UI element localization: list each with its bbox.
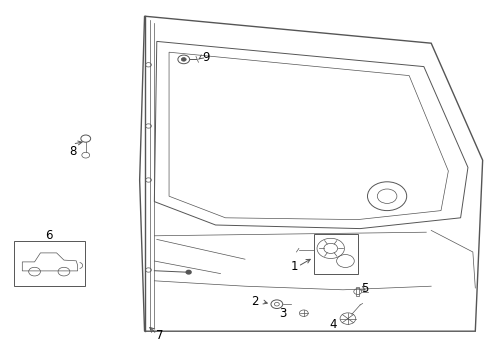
Text: 9: 9: [202, 51, 210, 64]
Text: 7: 7: [155, 329, 163, 342]
Bar: [314, 234, 358, 274]
Text: 1: 1: [290, 260, 298, 273]
Text: 5: 5: [361, 282, 369, 294]
Text: 2: 2: [251, 295, 259, 308]
Text: 3: 3: [279, 307, 287, 320]
Text: 6: 6: [45, 229, 53, 242]
Circle shape: [186, 270, 191, 274]
Bar: [356, 287, 359, 296]
Circle shape: [181, 58, 186, 61]
Bar: [14, 241, 85, 286]
Text: 4: 4: [329, 318, 337, 331]
Text: 8: 8: [69, 145, 76, 158]
